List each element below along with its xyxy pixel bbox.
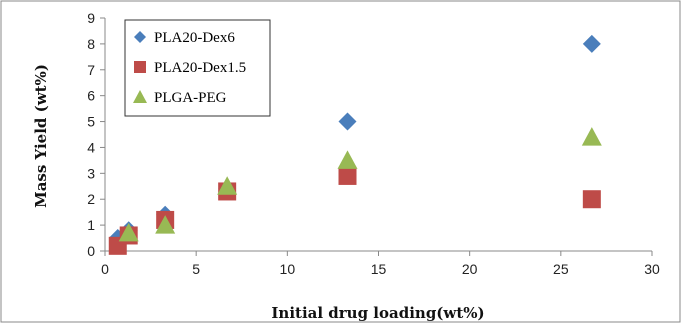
- legend-label: PLGA-PEG: [154, 90, 227, 106]
- legend-marker-diamond: [134, 31, 146, 43]
- y-tick-label: 8: [87, 36, 95, 52]
- y-tick-label: 5: [87, 114, 95, 130]
- x-tick-label: 30: [644, 261, 660, 277]
- legend: PLA20-Dex6 PLA20-Dex1.5 PLGA-PEG: [124, 19, 271, 117]
- x-axis-title: Initial drug loading(wt%): [271, 304, 484, 322]
- x-tick-label: 10: [280, 261, 296, 277]
- y-tick-label: 2: [87, 191, 95, 207]
- data-point-triangle: [337, 150, 358, 169]
- x-tick-label: 0: [101, 261, 109, 277]
- axes: [100, 17, 653, 256]
- y-tick-label: 3: [87, 165, 95, 181]
- data-point-triangle: [217, 176, 238, 195]
- legend-label: PLA20-Dex6: [154, 30, 235, 46]
- y-tick-label: 4: [87, 139, 95, 155]
- y-tick-label: 1: [87, 217, 95, 233]
- tick-labels: 0 1 2 3 4 5 6 7 8 9 0 5 10 15 20 25 30: [87, 10, 660, 277]
- data-point-diamond: [582, 34, 601, 53]
- y-tick-label: 0: [87, 243, 95, 259]
- data-point-diamond: [338, 112, 357, 131]
- data-point-square: [338, 166, 357, 185]
- legend-marker-square: [134, 61, 146, 73]
- y-tick-label: 9: [87, 10, 95, 26]
- legend-marker-triangle: [133, 90, 147, 103]
- data-point-square: [582, 190, 601, 209]
- data-point-triangle: [155, 215, 176, 234]
- data-point-triangle: [118, 222, 139, 242]
- y-axis-title: Mass Yield (wt%): [32, 64, 50, 208]
- legend-box: [124, 19, 271, 117]
- x-tick-label: 25: [553, 261, 569, 277]
- x-tick-label: 20: [462, 261, 478, 277]
- data-marks: [108, 34, 602, 255]
- y-tick-label: 7: [87, 62, 95, 78]
- data-point-triangle: [581, 127, 602, 146]
- x-tick-label: 15: [371, 261, 387, 277]
- y-tick-label: 6: [87, 88, 95, 104]
- x-tick-label: 5: [192, 261, 200, 277]
- legend-label: PLA20-Dex1.5: [154, 60, 246, 76]
